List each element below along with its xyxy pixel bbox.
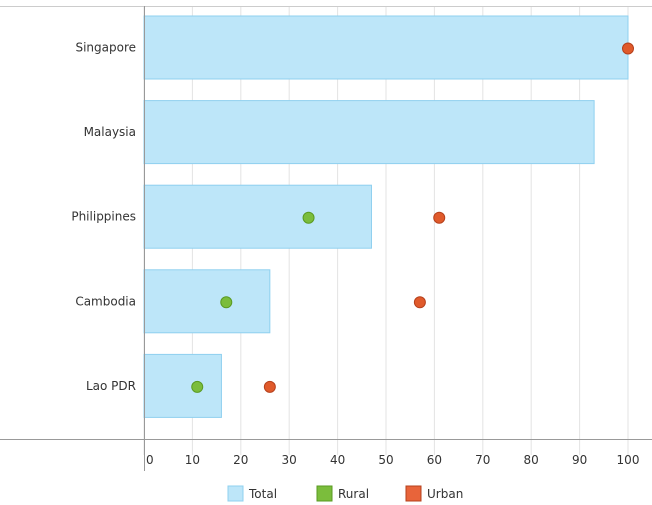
x-tick-label: 20: [233, 453, 248, 467]
dot-urban-cambodia: [413, 296, 426, 309]
x-tick-label: 10: [185, 453, 200, 467]
category-label: Malaysia: [84, 125, 136, 139]
dot-rural-philippines: [302, 211, 315, 224]
dot-urban-singapore: [622, 42, 634, 55]
bar-total-philippines: [143, 184, 372, 249]
x-tick-label: 70: [475, 453, 490, 467]
category-label: Lao PDR: [86, 379, 136, 393]
dot-rural-cambodia: [220, 296, 233, 309]
category-label: Singapore: [75, 41, 136, 55]
x-tick-label: 40: [330, 453, 345, 467]
bar-total-lao-pdr: [143, 353, 222, 418]
x-tick-label: 100: [617, 453, 640, 467]
bar-total-malaysia: [143, 100, 595, 165]
x-tick-label: 0: [146, 453, 154, 467]
x-tick-label: 30: [282, 453, 297, 467]
legend-label-total: Total: [248, 487, 277, 501]
dot-urban-lao-pdr: [263, 380, 276, 393]
legend-label-urban: Urban: [427, 487, 463, 501]
category-label: Philippines: [71, 210, 136, 224]
x-tick-label: 60: [427, 453, 442, 467]
legend-swatch-total: [227, 485, 244, 502]
bar-total-singapore: [143, 15, 629, 80]
bar-total-cambodia: [143, 269, 271, 334]
legend-swatch-rural: [316, 485, 333, 502]
x-tick-label: 50: [378, 453, 393, 467]
x-tick-label: 90: [572, 453, 587, 467]
dot-urban-philippines: [433, 211, 446, 224]
dot-rural-lao-pdr: [191, 380, 204, 393]
legend-swatch-urban: [405, 485, 422, 502]
category-label: Cambodia: [75, 294, 136, 308]
legend-label-rural: Rural: [338, 487, 369, 501]
x-tick-label: 80: [524, 453, 539, 467]
